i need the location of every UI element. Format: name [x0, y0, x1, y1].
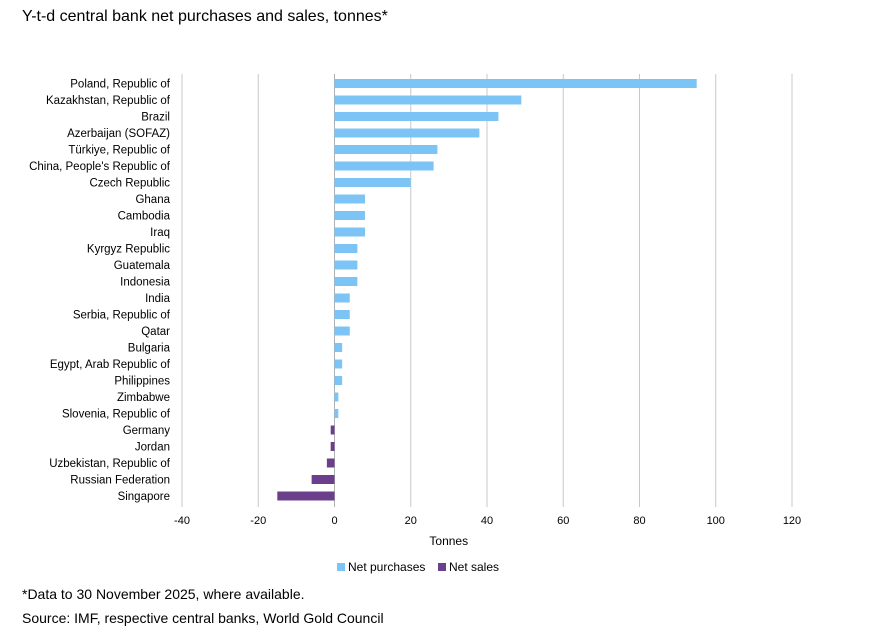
category-label: Serbia, Republic of: [73, 310, 171, 322]
bar: [334, 392, 339, 402]
category-label: Indonesia: [120, 277, 170, 289]
bar: [334, 343, 343, 352]
legend-label: Net purchases: [348, 560, 425, 574]
x-tick-label: 20: [405, 515, 417, 527]
x-tick-label: 60: [557, 515, 569, 527]
category-label: Türkiye, Republic of: [68, 145, 170, 157]
bar: [334, 178, 411, 187]
category-label: Egypt, Arab Republic of: [50, 359, 171, 371]
bar: [334, 79, 697, 88]
category-label: Russian Federation: [70, 475, 170, 487]
category-label: Kazakhstan, Republic of: [46, 95, 171, 107]
category-label: Zimbabwe: [117, 392, 170, 404]
bar: [334, 112, 499, 121]
category-label: Iraq: [150, 227, 170, 239]
category-label: Bulgaria: [128, 343, 171, 355]
x-tick-label: -40: [174, 515, 190, 527]
category-label: Slovenia, Republic of: [62, 409, 171, 421]
bar: [330, 442, 335, 451]
x-tick-labels: -40 -20 0 20 40 60 80 100 120: [174, 515, 801, 527]
category-label: Azerbaijan (SOFAZ): [67, 128, 170, 140]
x-tick-label: 0: [331, 515, 337, 527]
category-label: Kyrgyz Republic: [87, 244, 170, 256]
category-label: Philippines: [114, 376, 170, 388]
bar: [334, 145, 438, 154]
category-label: Germany: [123, 425, 171, 437]
category-label: Uzbekistan, Republic of: [49, 458, 171, 470]
bar: [334, 95, 522, 105]
legend-swatch: [337, 563, 345, 571]
bar: [334, 409, 339, 418]
bar: [334, 161, 434, 171]
bar: [334, 277, 358, 286]
category-label: China, People's Republic of: [29, 161, 171, 173]
category-label: Guatemala: [114, 260, 171, 272]
category-label: Brazil: [141, 112, 170, 124]
x-tick-label: 40: [481, 515, 493, 527]
bar: [334, 293, 350, 303]
category-label: Poland, Republic of: [70, 79, 171, 91]
category-label: Singapore: [118, 491, 170, 503]
legend-label: Net sales: [449, 560, 499, 574]
bar: [334, 376, 343, 385]
bars: [277, 79, 697, 501]
footnote: *Data to 30 November 2025, where availab…: [22, 586, 305, 602]
category-label: Cambodia: [118, 211, 171, 223]
bar: [334, 359, 343, 369]
x-tick-label: 100: [707, 515, 725, 527]
bar: [334, 211, 365, 220]
category-label: India: [145, 293, 171, 305]
x-tick-label: 120: [783, 515, 801, 527]
bar: [334, 128, 480, 138]
bar: [326, 458, 335, 468]
bar: [334, 310, 350, 319]
grid-lines: [181, 74, 793, 507]
source-note: Source: IMF, respective central banks, W…: [22, 610, 384, 626]
legend: Net purchases Net sales: [337, 560, 499, 574]
bar: [334, 227, 365, 237]
x-axis-title: Tonnes: [429, 534, 468, 548]
x-tick-label: 80: [633, 515, 645, 527]
category-label: Czech Republic: [89, 178, 170, 190]
x-tick-label: -20: [250, 515, 266, 527]
category-label: Jordan: [135, 442, 170, 454]
bar: [334, 260, 358, 270]
category-label: Ghana: [135, 194, 170, 206]
bar: [334, 194, 365, 204]
category-labels: Poland, Republic of Kazakhstan, Republic …: [29, 79, 171, 504]
bar: [334, 326, 350, 336]
bar: [311, 475, 335, 484]
bar: [277, 491, 335, 501]
bar: [334, 244, 358, 253]
bar: [330, 425, 335, 435]
legend-swatch: [438, 563, 446, 571]
chart-title: Y-t-d central bank net purchases and sal…: [22, 8, 388, 25]
category-label: Qatar: [141, 326, 170, 338]
